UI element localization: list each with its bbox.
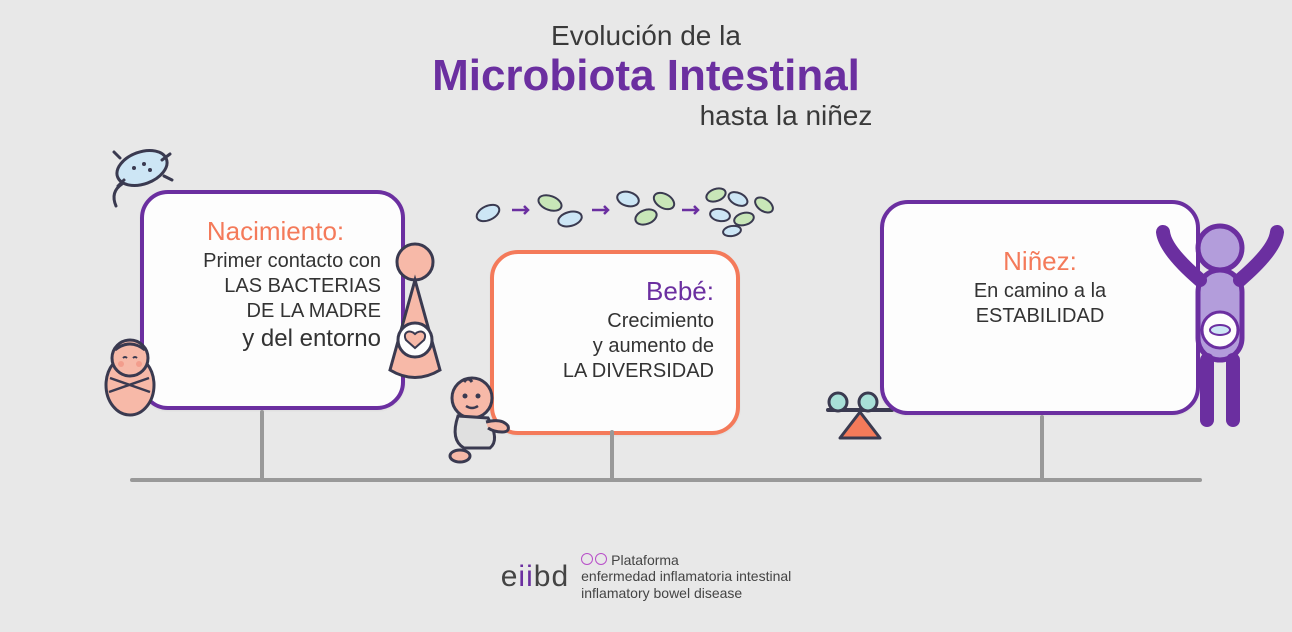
timeline-stem (1040, 415, 1044, 480)
title-line3: hasta la niñez (0, 100, 1292, 132)
card-title: Bebé: (520, 276, 714, 307)
card-title: Nacimiento: (170, 216, 381, 247)
baby-sitting-icon (430, 370, 520, 470)
card-baby: Bebé: Crecimiento y aumento de LA DIVERS… (490, 250, 740, 435)
circles-icon (581, 553, 607, 565)
footer: eiibd Plataforma enfermedad inflamatoria… (0, 552, 1292, 602)
baby-swaddle-icon (95, 330, 165, 420)
footer-logo: eiibd (501, 560, 569, 594)
card-body: Primer contacto con LAS BACTERIAS DE LA … (170, 249, 381, 354)
footer-tagline: Plataforma enfermedad inflamatoria intes… (581, 552, 791, 602)
title-line1: Evolución de la (0, 20, 1292, 52)
title-line2: Microbiota Intestinal (0, 52, 1292, 100)
card-body: Crecimiento y aumento de LA DIVERSIDAD (520, 309, 714, 384)
card-body: En camino a la ESTABILIDAD (910, 279, 1170, 329)
card-childhood: Niñez: En camino a la ESTABILIDAD (880, 200, 1200, 415)
header: Evolución de la Microbiota Intestinal ha… (0, 0, 1292, 132)
timeline-stem (260, 410, 264, 480)
bacteria-growth-icon (470, 175, 790, 245)
card-birth: Nacimiento: Primer contacto con LAS BACT… (140, 190, 405, 410)
child-figure-icon (1155, 220, 1285, 450)
timeline-stem (610, 430, 614, 480)
card-title: Niñez: (910, 246, 1170, 277)
